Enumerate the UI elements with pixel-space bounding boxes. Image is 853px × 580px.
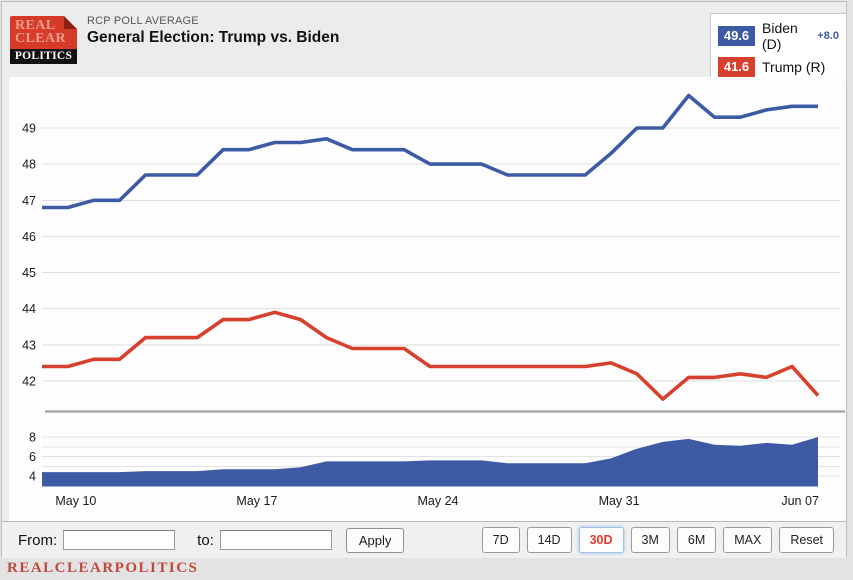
range-buttons: 7D 14D 30D 3M 6M MAX Reset <box>481 522 834 558</box>
page-fold-icon <box>64 16 77 29</box>
rcp-chart-widget: REAL CLEAR POLITICS RCP POLL AVERAGE Gen… <box>1 1 847 558</box>
rcp-logo[interactable]: REAL CLEAR POLITICS <box>10 16 77 64</box>
trump-value-badge: 41.6 <box>718 57 755 77</box>
biden-value-badge: 49.6 <box>718 26 755 46</box>
legend-row-trump: 41.6 Trump (R) <box>718 57 839 77</box>
from-label: From: <box>18 531 58 549</box>
kicker-label: RCP POLL AVERAGE <box>87 15 199 27</box>
chart-card <box>9 77 846 522</box>
range-button-30d[interactable]: 30D <box>578 527 624 553</box>
range-button-reset[interactable]: Reset <box>779 527 834 553</box>
logo-text-real: REAL <box>15 18 56 33</box>
range-button-14d[interactable]: 14D <box>526 527 572 553</box>
date-range-toolbar: From: to: Apply 7D 14D 30D 3M 6M MAX Reset <box>2 521 846 558</box>
trump-label: Trump (R) <box>762 59 826 75</box>
legend-row-biden: 49.6 Biden (D) +8.0 <box>718 20 839 52</box>
biden-label: Biden (D) <box>762 20 798 52</box>
to-label: to: <box>197 531 214 549</box>
custom-range-group: From: to: Apply <box>18 522 405 558</box>
range-button-3m[interactable]: 3M <box>630 527 670 553</box>
realclearpolitics-brand: REALCLEARPOLITICS <box>7 560 199 576</box>
biden-spread-value: +8.0 <box>817 30 839 42</box>
logo-text-clear: CLEAR <box>15 31 67 46</box>
range-button-6m[interactable]: 6M <box>676 527 717 553</box>
from-date-input[interactable] <box>63 530 176 550</box>
range-button-max[interactable]: MAX <box>723 527 773 553</box>
logo-text-politics: POLITICS <box>10 49 77 64</box>
range-button-7d[interactable]: 7D <box>481 527 520 553</box>
to-date-input[interactable] <box>219 530 332 550</box>
poll-legend: 49.6 Biden (D) +8.0 41.6 Trump (R) <box>710 13 847 84</box>
page-title: General Election: Trump vs. Biden <box>87 29 340 46</box>
apply-button[interactable]: Apply <box>345 527 405 553</box>
